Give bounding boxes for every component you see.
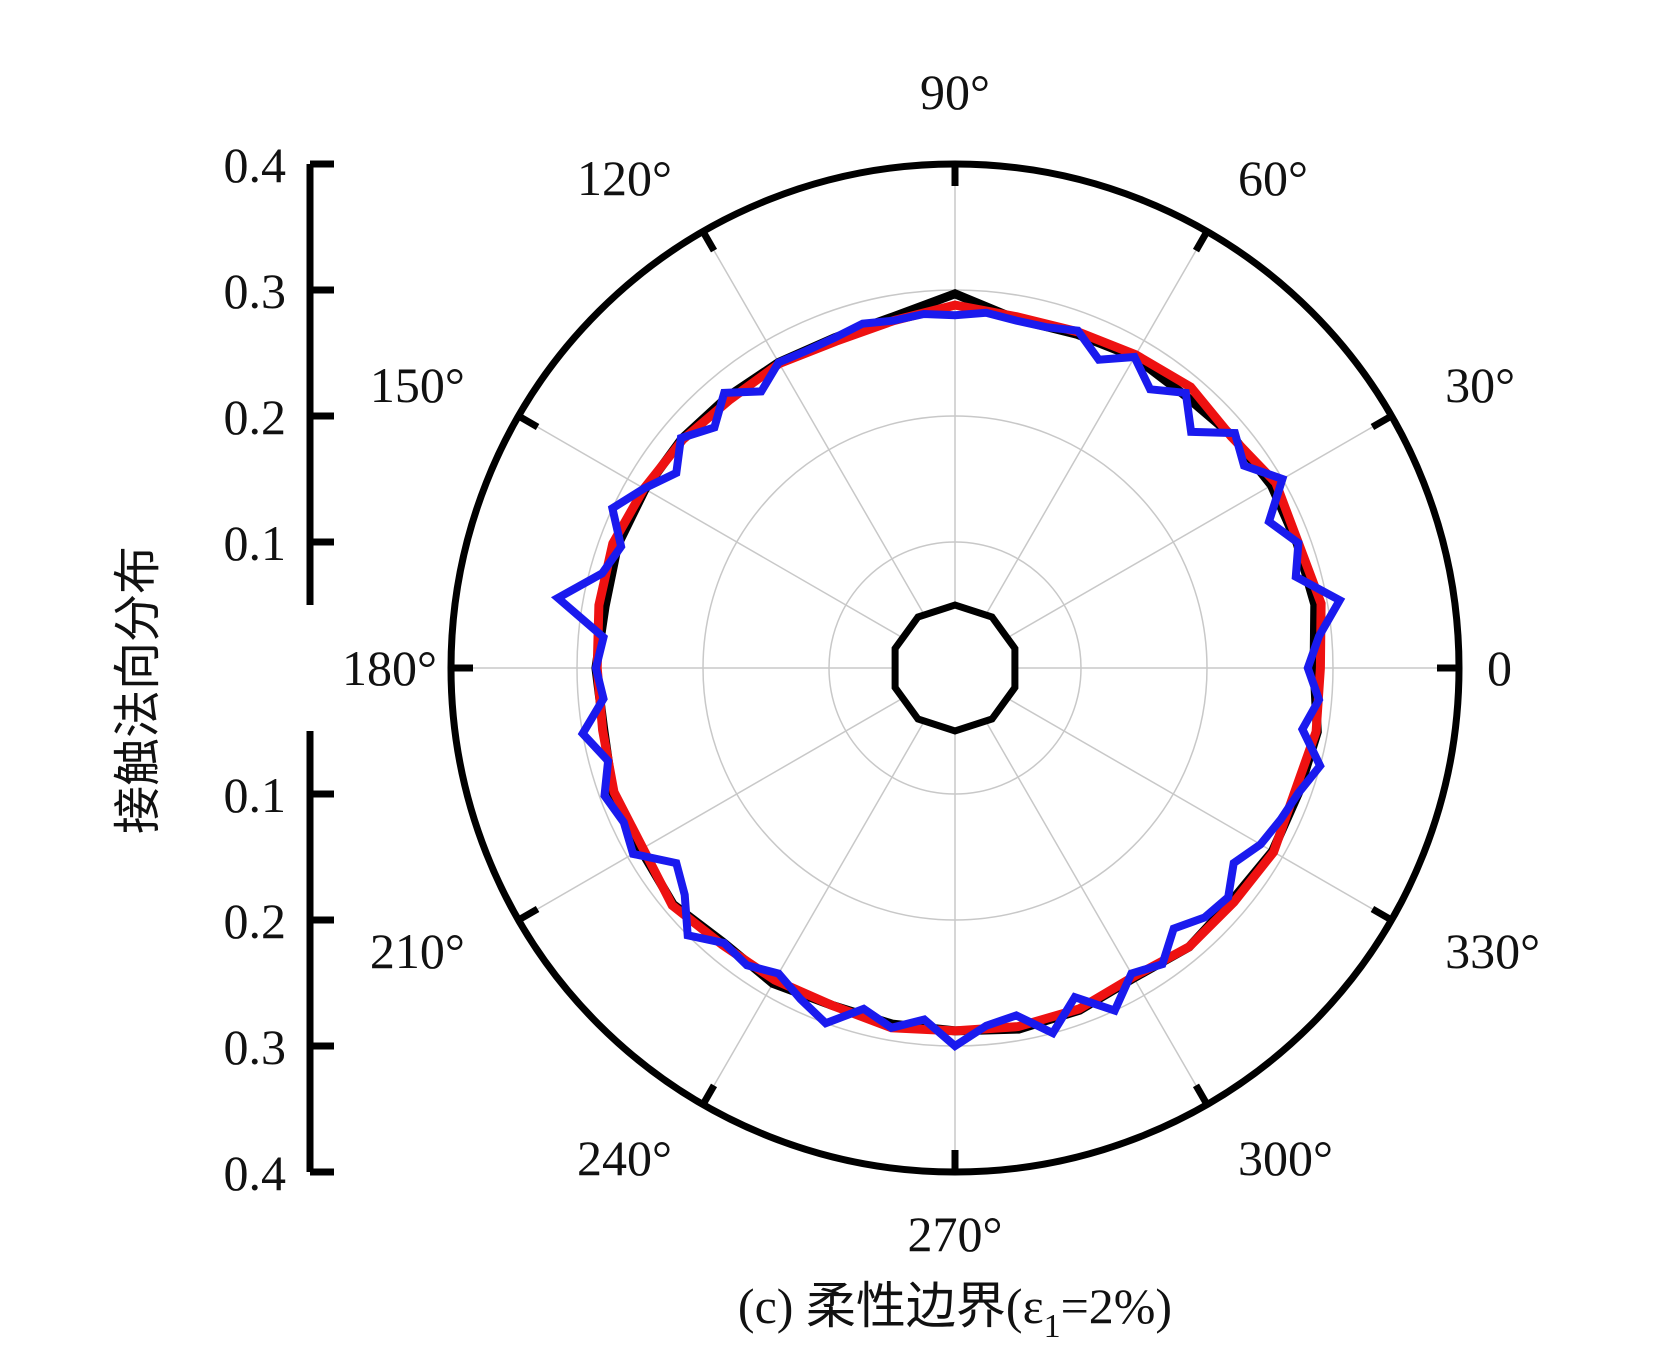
grid-layer bbox=[451, 164, 1459, 1172]
angle-label-270: 270° bbox=[908, 1206, 1003, 1262]
angle-tick-300 bbox=[1192, 1083, 1211, 1107]
angle-label-180: 180° bbox=[342, 640, 437, 696]
angle-tick-60 bbox=[1192, 229, 1211, 253]
grid-spoke-150 bbox=[518, 415, 901, 638]
angle-tick-240 bbox=[699, 1083, 718, 1107]
grid-spoke-300 bbox=[985, 722, 1208, 1105]
series-line-3 bbox=[550, 308, 1346, 1051]
angle-tick-30 bbox=[1370, 412, 1394, 431]
angle-label-30: 30° bbox=[1445, 357, 1515, 413]
caption-prefix: (c) 柔性边界(ε bbox=[738, 1278, 1044, 1334]
angle-label-150: 150° bbox=[370, 357, 465, 413]
grid-spoke-120 bbox=[702, 231, 925, 614]
radial-tick-label-upper: 0.2 bbox=[224, 389, 287, 445]
radial-tick-label-upper: 0.1 bbox=[224, 515, 287, 571]
grid-spoke-60 bbox=[985, 231, 1208, 614]
radial-tick-label-upper: 0.4 bbox=[224, 137, 287, 193]
grid-spoke-330 bbox=[1009, 698, 1392, 921]
angle-label-240: 240° bbox=[577, 1130, 672, 1186]
inner-ring bbox=[891, 601, 1019, 735]
angle-label-300: 300° bbox=[1238, 1130, 1333, 1186]
angle-label-90: 90° bbox=[920, 64, 990, 120]
angle-label-210: 210° bbox=[370, 923, 465, 979]
radial-tick-label-lower: 0.2 bbox=[224, 893, 287, 949]
frame-layer bbox=[306, 160, 1463, 1176]
chart-caption: (c) 柔性边界(ε1=2%) bbox=[738, 1278, 1172, 1345]
caption-suffix: =2%) bbox=[1061, 1278, 1173, 1334]
angle-label-60: 60° bbox=[1238, 150, 1308, 206]
radial-tick-label-lower: 0.3 bbox=[224, 1019, 287, 1075]
series-layer bbox=[550, 288, 1346, 1051]
radial-tick-label-lower: 0.1 bbox=[224, 767, 287, 823]
angle-tick-210 bbox=[516, 905, 540, 924]
angle-label-330: 330° bbox=[1445, 923, 1540, 979]
grid-spoke-30 bbox=[1009, 415, 1392, 638]
grid-spoke-210 bbox=[518, 698, 901, 921]
radial-tick-label-upper: 0.3 bbox=[224, 263, 287, 319]
caption-subscript: 1 bbox=[1044, 1308, 1061, 1345]
radial-tick-label-lower: 0.4 bbox=[224, 1145, 287, 1201]
grid-spoke-240 bbox=[702, 722, 925, 1105]
angle-label-0: 0 bbox=[1487, 640, 1512, 696]
angle-tick-150 bbox=[516, 412, 540, 431]
angle-label-120: 120° bbox=[577, 150, 672, 206]
label-layer: 0.4 0.1 0.3 0.2 0.2 0.3 0.1 0.4 0 30° 60° 90° 120° 15… bbox=[224, 64, 1541, 1262]
angle-tick-120 bbox=[699, 229, 718, 253]
y-axis-label: 接触法向分布 bbox=[110, 546, 166, 834]
angle-tick-330 bbox=[1370, 905, 1394, 924]
